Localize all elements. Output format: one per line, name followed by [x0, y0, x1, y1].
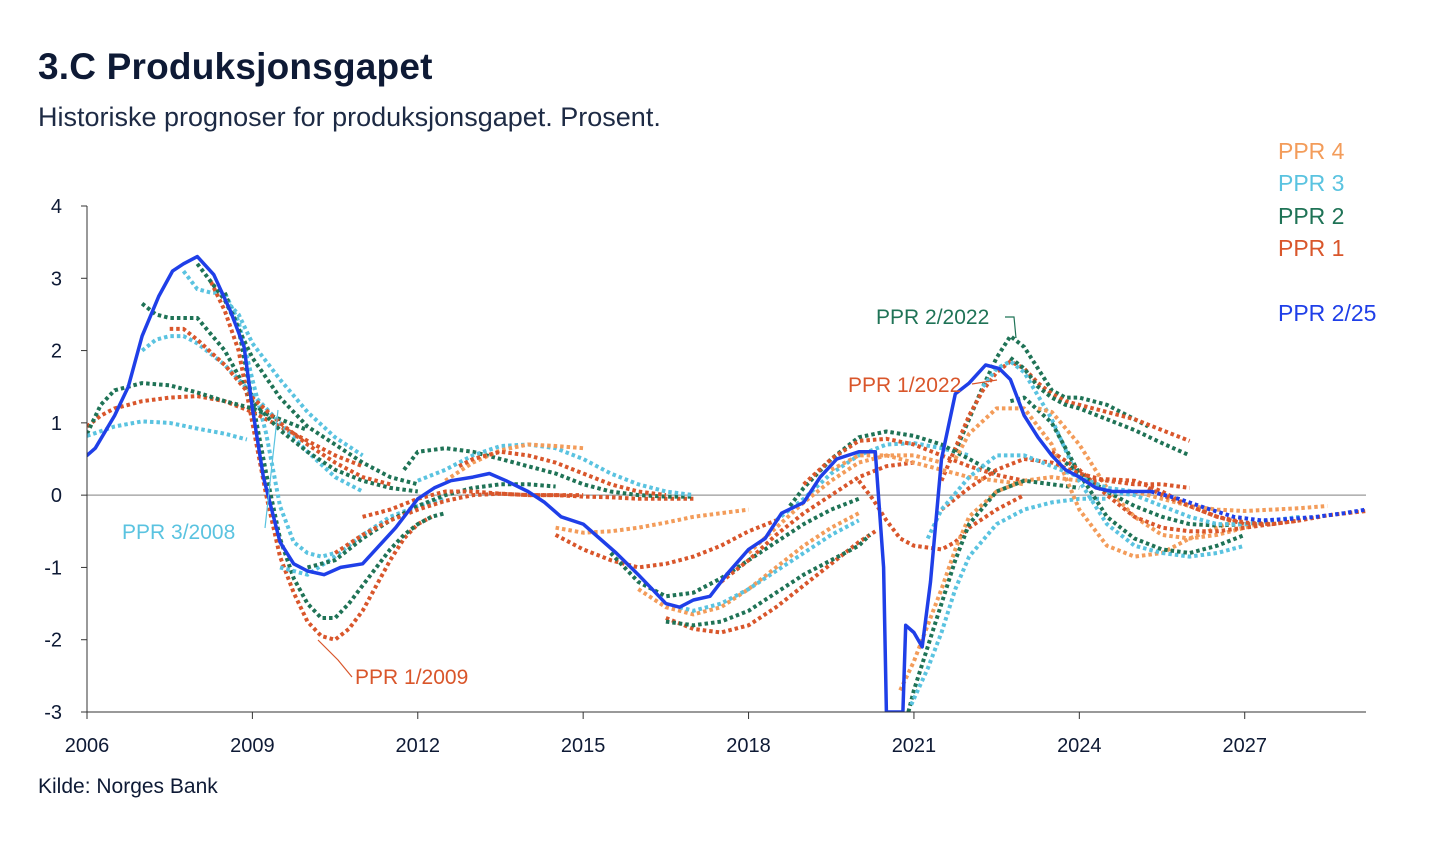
series-line-ppr-1-2022 [939, 359, 1191, 482]
series-line-ppr-4-2007 [169, 326, 391, 487]
series-line-ppr-2-2010 [334, 491, 584, 555]
series-line-ppr-3-2014 [555, 507, 749, 535]
series-line-ppr-3-2022 [981, 359, 1246, 559]
y-tick-label: 3 [51, 268, 62, 290]
y-tick-label: -1 [44, 557, 62, 579]
series-line-ppr-4-2020 [906, 478, 1080, 712]
series-line-ppr-2-2022 [953, 334, 1150, 453]
x-tick-label: 2024 [1057, 735, 1102, 757]
y-tick-label: 1 [51, 413, 62, 435]
legend-item-ppr-2-25: PPR 2/25 [1278, 300, 1377, 326]
annotation-ppr-2-2022: PPR 2/2022 [876, 306, 989, 329]
x-tick-label: 2012 [396, 735, 441, 757]
x-tick-label: 2018 [726, 735, 771, 757]
series-line-ppr-4-2012 [444, 442, 584, 483]
chart-title: 3.C Produksjonsgapet [38, 46, 433, 87]
series-line-ppr-2-2016 [637, 511, 860, 617]
series-line-ppr-3-2011 [362, 489, 694, 519]
source-note: Kilde: Norges Bank [38, 775, 218, 798]
annotation-ppr-1-2022: PPR 1/2022 [848, 374, 961, 397]
series-line-ppr-2-2008 [223, 298, 364, 458]
series-line-ppr-2-2017 [665, 533, 872, 628]
series-line-ppr-3-2006 [87, 419, 248, 442]
y-tick-label: -3 [44, 702, 62, 724]
series-line-ppr-1-2025 [1147, 486, 1367, 527]
series-line-ppr-2-2023 [1037, 406, 1273, 541]
x-tick-label: 2006 [65, 735, 110, 757]
annotation-leader-ppr-3-2008 [264, 409, 279, 529]
series-line-ppr-1-2017 [665, 529, 877, 635]
series-line-ppr-1-2024 [1064, 461, 1273, 528]
chart-subtitle: Historiske prognoser for produksjonsgape… [38, 102, 661, 132]
annotation-leader-ppr-1-2009 [317, 639, 353, 678]
legend-item-ppr-3: PPR 3 [1278, 170, 1345, 196]
series-line-ppr-4-2014 [554, 518, 777, 570]
x-tick-label: 2009 [230, 735, 275, 757]
legend-item-ppr-1: PPR 1 [1278, 235, 1345, 261]
x-tick-label: 2021 [892, 735, 937, 757]
series-line-ppr-2-2012 [417, 442, 694, 498]
series-line-ppr-1-2012 [402, 446, 694, 499]
series-line-ppr-1-2013 [458, 449, 667, 498]
series-line-ppr-4-2018 [788, 429, 998, 508]
series-line-ppr-3-2020 [898, 475, 1080, 692]
series-line-ppr-2-2024 [1092, 477, 1301, 527]
annotation-leader-ppr-1-2022 [971, 379, 998, 385]
series-line-ppr-2-2007 [140, 302, 419, 494]
series-line-ppr-4-2024 [1133, 489, 1328, 513]
series-line-ppr-1-2019 [802, 436, 1025, 486]
series-line-ppr-3-2007 [140, 334, 364, 494]
annotation-ppr-3-2008: PPR 3/2008 [122, 521, 235, 544]
series-line-ppr-3-2008 [181, 269, 336, 559]
series-line-ppr-2-2018 [747, 453, 943, 555]
series-line-ppr-1-2021 [909, 496, 1107, 706]
series-line-ppr-2-2009 [222, 291, 446, 620]
series-line-ppr-3-2023 [1050, 450, 1273, 534]
series-line-ppr-4-2019 [830, 453, 1025, 487]
series-line-ppr-2-25 [87, 254, 1153, 712]
series-line-ppr-3-2024 [1106, 489, 1301, 527]
series-line-ppr-1-2007 [87, 394, 364, 469]
series-line-ppr-1-2010 [306, 482, 556, 570]
annotation-leader-ppr-2-2022 [1005, 316, 1017, 339]
y-tick-label: 0 [51, 485, 62, 507]
y-tick-label: 2 [51, 341, 62, 363]
series-line-ppr-1-2009 [209, 281, 433, 642]
y-tick-label: -2 [44, 630, 62, 652]
series-line-ppr-1-2016 [609, 496, 860, 599]
series-line-ppr-4-2021 [953, 406, 1246, 559]
legend-item-ppr-4: PPR 4 [1278, 138, 1345, 164]
annotation-ppr-1-2009: PPR 1/2009 [355, 666, 468, 689]
legend-item-ppr-2: PPR 2 [1278, 203, 1345, 229]
series-line-ppr-1-2023 [1009, 356, 1191, 458]
x-tick-label: 2027 [1222, 735, 1267, 757]
series-line-ppr-2-2021 [925, 453, 1135, 540]
series-line-ppr-1-2018 [719, 460, 915, 584]
y-tick-label: 4 [51, 196, 62, 218]
x-tick-label: 2015 [561, 735, 606, 757]
